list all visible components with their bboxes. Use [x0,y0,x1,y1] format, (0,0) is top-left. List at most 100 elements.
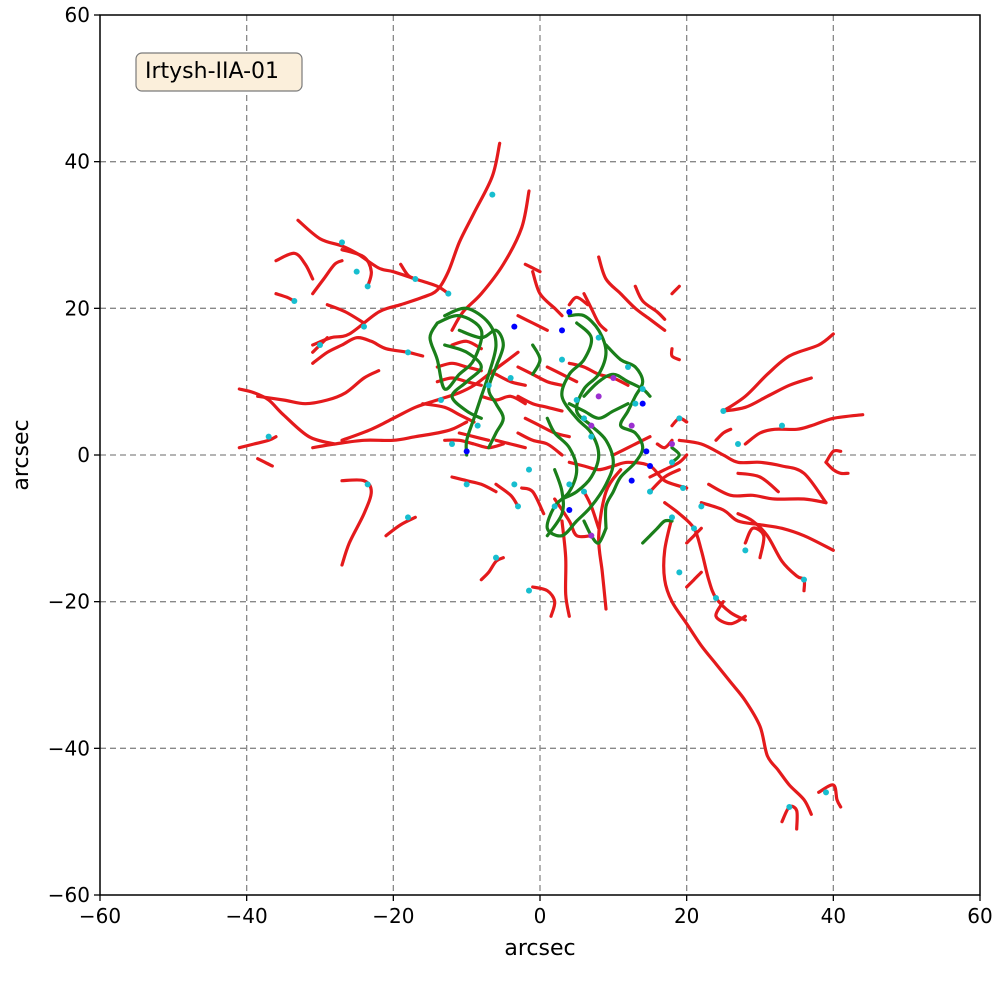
critical-curve [670,284,681,296]
x-axis-label: arcsec [504,936,575,961]
critical-curve [325,303,366,325]
critical-curve [707,482,828,505]
x-tick-label: 0 [534,904,547,928]
cusp-point [588,532,595,539]
cusp-point [361,323,367,330]
critical-curve [256,457,274,468]
cusp-point [801,576,807,583]
x-tick-label: 60 [967,904,992,928]
critical-curve [824,460,850,476]
cusp-point [265,433,272,440]
cusp-point [786,804,793,810]
cusp-point [515,503,521,510]
caustic-curve [531,343,542,376]
y-tick-label: 0 [77,443,90,467]
cusp-point [511,481,518,488]
caustic-curve [641,518,674,545]
cusp-point [628,477,635,484]
annotation-box: Irtysh-IIA-01 [135,52,303,92]
caustic-curve [603,343,645,530]
caustic-curve [560,321,601,501]
critical-curve [817,783,843,809]
cusp-point [493,554,499,561]
critical-curve [237,435,278,450]
critical-curve [714,600,747,626]
cusp-point [474,422,481,429]
cusp-point [595,393,602,400]
caustic-curve [545,313,615,538]
critical-curve [274,251,315,281]
cusp-point [573,397,580,403]
cusp-point [489,191,496,198]
critical-curve [824,448,843,464]
critical-curve [648,468,681,494]
cusp-point [581,415,587,422]
critical-curve [531,270,564,318]
critical-curve [523,416,571,439]
caustic-curve [582,519,608,545]
cusp-point [507,375,514,381]
cusp-point [691,525,697,532]
critical-curve [494,372,527,387]
cusp-point [526,587,532,594]
cusp-point [742,547,749,554]
cusp-point [823,789,829,796]
critical-curve [296,218,450,296]
caustic-curve [567,402,630,420]
y-tick-label: −60 [48,883,90,907]
y-tick-label: 20 [65,296,90,320]
cusp-point [669,459,675,466]
critical-curve [531,585,557,618]
cusp-point [676,569,683,576]
y-tick-label: −20 [48,590,90,614]
x-tick-label: −40 [226,904,268,928]
critical-curve [545,365,579,384]
cusp-point [643,448,650,455]
cusp-point [559,356,565,363]
caustic-curve [457,328,505,450]
cusp-point [779,422,785,429]
critical-curve [743,413,865,446]
cusp-point [559,327,565,334]
caustic-curve [545,468,565,538]
critical-curve [582,292,608,332]
critical-curve [721,332,835,413]
critical-curve [450,475,498,494]
caustic-curve [443,306,498,457]
critical-curve [520,486,546,516]
cusp-point [610,375,617,381]
x-tick-label: −60 [79,904,121,928]
cusp-point [720,408,727,414]
cusp-point [339,239,345,246]
cusp-point [680,485,686,491]
cusp-point [625,364,631,370]
critical-curve [311,420,469,450]
critical-curve [384,515,417,538]
critical-curve [743,526,766,560]
x-tick-label: 20 [674,904,699,928]
critical-curve [443,438,505,450]
critical-curve [663,501,747,622]
critical-curve [237,387,337,446]
cusp-point [588,422,595,429]
critical-curve [523,262,542,274]
cusp-point [353,268,360,275]
cusp-point [647,488,653,495]
critical-curve [669,347,681,362]
critical-curve [340,478,373,567]
critical-curve [494,438,527,450]
cusp-point [463,481,470,488]
cusp-point [632,400,639,407]
cusp-point [445,290,452,297]
cusp-point [566,309,573,315]
cusp-point [669,514,675,521]
critical-curve [780,804,799,831]
cusp-point [669,441,675,447]
critical-curve [516,365,564,387]
critical-curve [714,427,733,442]
critical-curve [256,369,381,406]
cusp-point [438,397,444,403]
cusp-point [595,334,602,341]
cusp-point [639,386,646,392]
